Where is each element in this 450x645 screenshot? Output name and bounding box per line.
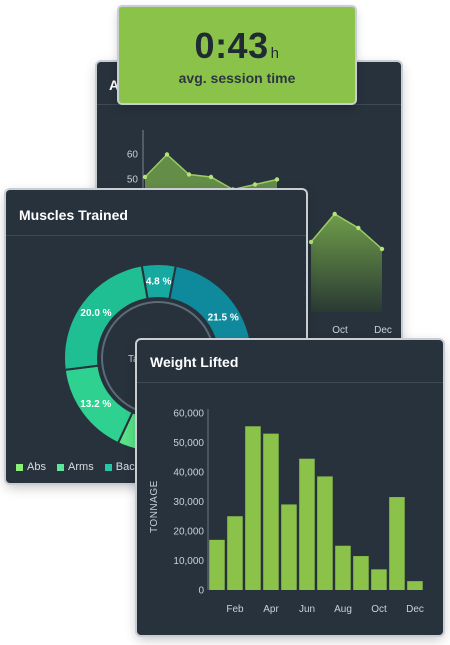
muscles-card-divider: [6, 235, 306, 236]
session-point: [164, 152, 170, 157]
session-line-chart: 60 50 Oct Dec: [127, 130, 392, 336]
bar-y-tick: 10,000: [173, 556, 204, 567]
donut-segment-label: 21.5 %: [208, 313, 239, 324]
session-point: [252, 182, 258, 187]
right-area: [311, 214, 382, 312]
stat-label: avg. session time: [178, 70, 296, 86]
legend-label-back: Back: [115, 461, 141, 473]
weight-bar: [263, 433, 279, 590]
bar-x-tick: Dec: [406, 604, 424, 615]
stat-value-row: 0:43 h: [119, 25, 355, 67]
bar-y-tick: 20,000: [173, 527, 204, 538]
session-point: [274, 177, 280, 182]
weight-bar: [371, 569, 387, 590]
legend-swatch-abs: [16, 463, 23, 471]
legend-label-abs: Abs: [27, 461, 46, 473]
bar-x-tick: Apr: [263, 604, 279, 615]
weight-bar-chart: 0 10,000 20,000 30,000 40,000 50,000 60,000 Feb…: [173, 409, 424, 616]
weight-bar: [299, 458, 315, 590]
bar-x-tick: Oct: [371, 604, 387, 615]
weight-bar: [227, 516, 243, 590]
session-card-divider: [97, 104, 401, 105]
donut-center-label: Ta: [128, 354, 139, 365]
stat-unit: h: [270, 45, 280, 62]
weight-lifted-card: Weight Lifted TONNAGE 0 10,000 20,000 30,00…: [137, 340, 443, 635]
weight-bar: [245, 426, 261, 590]
stat-value: 0:43: [194, 25, 269, 66]
right-x-tick: Dec: [374, 325, 392, 336]
right-line: [310, 213, 383, 250]
session-y-tick: 50: [127, 175, 139, 186]
muscles-card-title: Muscles Trained: [19, 207, 128, 223]
session-area: [145, 154, 277, 192]
weight-card-title: Weight Lifted: [150, 354, 239, 370]
donut-segment-label: 4.8 %: [146, 277, 172, 288]
session-y-tick: 60: [127, 150, 139, 161]
session-point: [142, 174, 148, 180]
bar-x-tick: Feb: [226, 604, 244, 615]
right-x-tick: Oct: [332, 325, 348, 336]
weight-bar: [353, 556, 369, 590]
bar-x-tick: Jun: [299, 604, 315, 615]
legend-swatch-arms: [57, 463, 65, 471]
session-point: [208, 174, 214, 180]
weight-bar: [335, 545, 351, 590]
legend-label-arms: Arms: [68, 461, 94, 473]
legend-swatch-back: [104, 463, 112, 471]
weight-bar: [317, 476, 333, 590]
session-point: [186, 172, 192, 177]
right-point: [379, 246, 385, 252]
weight-bar: [281, 504, 297, 590]
bar-y-tick: 30,000: [173, 497, 204, 508]
right-point: [308, 239, 314, 245]
right-point: [356, 225, 361, 231]
weight-bar: [209, 539, 225, 590]
bar-x-tick: Aug: [334, 604, 352, 615]
donut-segment-label: 13.2 %: [80, 399, 111, 410]
legend-item-abs[interactable]: Abs: [16, 461, 46, 473]
bar-y-tick: 60,000: [173, 409, 204, 420]
donut-segment-label: 20.0 %: [80, 308, 111, 319]
legend-item-arms[interactable]: Arms: [57, 461, 94, 473]
avg-session-time-stat: 0:43 h avg. session time: [119, 7, 355, 103]
donut-segment: [63, 264, 149, 372]
bar-y-tick: 40,000: [173, 468, 204, 479]
bar-y-tick: 0: [198, 586, 204, 597]
right-point: [332, 211, 337, 217]
weight-card-divider: [137, 382, 443, 383]
bar-y-tick: 50,000: [173, 438, 204, 449]
muscles-legend: Abs Arms Back: [16, 461, 148, 473]
weight-bar: [407, 581, 423, 590]
weight-bar: [389, 497, 405, 590]
legend-item-back[interactable]: Back: [104, 461, 141, 473]
